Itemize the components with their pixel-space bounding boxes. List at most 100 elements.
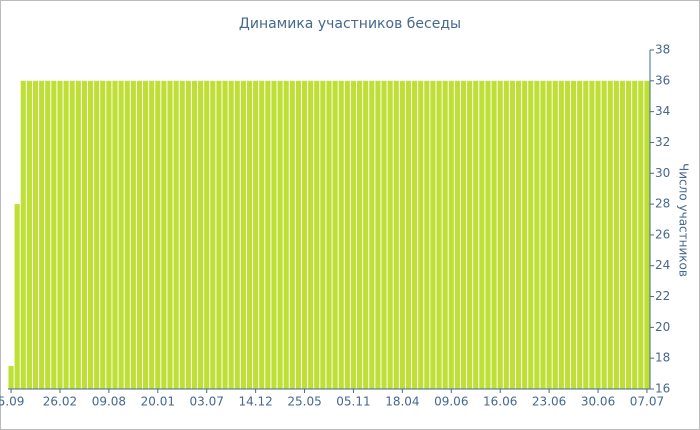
bar — [589, 80, 595, 390]
bar — [430, 80, 436, 390]
x-tick-label: 26.02 — [43, 395, 77, 409]
y-tick-label: 32 — [655, 135, 670, 149]
bar — [246, 80, 253, 390]
bar — [63, 80, 69, 390]
y-tick-label: 34 — [655, 104, 670, 118]
bar — [564, 80, 571, 390]
bar — [558, 80, 564, 390]
bar — [571, 80, 577, 390]
x-tick-label: 5.09 — [0, 395, 24, 409]
bar — [509, 80, 515, 390]
bar — [607, 80, 613, 390]
bar — [161, 80, 167, 390]
y-tick-label: 22 — [655, 289, 670, 303]
bar — [118, 80, 124, 390]
bar — [350, 80, 357, 390]
bar — [308, 80, 314, 390]
bar — [20, 80, 26, 390]
bar — [253, 80, 259, 390]
bar — [601, 80, 607, 390]
bar — [112, 80, 118, 390]
bar — [381, 80, 387, 390]
x-tick-label: 14.12 — [238, 395, 272, 409]
bar — [332, 80, 338, 390]
bar — [338, 80, 344, 390]
bar — [424, 80, 430, 390]
bar — [326, 80, 332, 390]
x-tick-label: 09.06 — [434, 395, 468, 409]
bar — [283, 80, 289, 390]
bar — [626, 80, 632, 390]
y-tick-label: 28 — [655, 197, 670, 211]
bar — [277, 80, 283, 390]
bar — [81, 80, 87, 390]
bar — [130, 80, 136, 390]
bar — [8, 365, 14, 389]
bar — [155, 80, 161, 390]
bar — [198, 80, 204, 390]
bar — [638, 80, 644, 390]
bar — [613, 80, 619, 390]
bar — [436, 80, 442, 390]
bar — [314, 80, 320, 390]
bar — [491, 80, 497, 390]
bar — [528, 80, 534, 390]
bar — [473, 80, 479, 390]
bar — [399, 80, 405, 390]
y-tick-label: 20 — [655, 320, 670, 334]
x-tick-label: 05.11 — [336, 395, 370, 409]
bar — [289, 80, 295, 390]
y-axis-label: Число участников — [677, 163, 691, 277]
bar — [412, 80, 418, 390]
bar — [100, 80, 106, 390]
bar — [485, 80, 491, 390]
bar — [320, 80, 326, 390]
bar — [75, 80, 81, 390]
bar — [167, 80, 173, 390]
bar — [14, 204, 20, 389]
bar — [442, 80, 448, 390]
bar — [503, 80, 509, 390]
bar — [467, 80, 473, 390]
bar — [39, 80, 45, 390]
x-tick-label: 03.07 — [190, 395, 224, 409]
bar — [619, 80, 626, 390]
bar — [448, 80, 454, 390]
bar — [69, 80, 75, 390]
y-tick-label: 24 — [655, 258, 670, 272]
x-tick-label: 07.07 — [630, 395, 664, 409]
bar — [106, 80, 112, 390]
bar — [179, 80, 185, 390]
bar — [210, 80, 216, 390]
x-tick-label: 30.06 — [581, 395, 615, 409]
bar — [149, 80, 155, 390]
bar — [45, 80, 51, 390]
y-tick-label: 18 — [655, 351, 670, 365]
bar — [375, 80, 381, 390]
bar — [583, 80, 589, 390]
bar — [32, 80, 39, 390]
bar — [552, 80, 558, 390]
bar — [87, 80, 94, 390]
bar — [497, 80, 503, 390]
bar — [534, 80, 540, 390]
bar — [143, 80, 149, 390]
x-tick-label: 09.08 — [92, 395, 126, 409]
x-tick-label: 20.01 — [141, 395, 175, 409]
bar — [540, 80, 546, 390]
bar — [405, 80, 412, 390]
x-tick-label: 16.06 — [483, 395, 517, 409]
bar — [240, 80, 246, 390]
bar — [136, 80, 143, 390]
bar — [94, 80, 100, 390]
bar — [173, 80, 179, 390]
x-tick-label: 18.04 — [385, 395, 419, 409]
bar — [51, 80, 57, 390]
bar — [515, 80, 522, 390]
bar — [479, 80, 485, 390]
bar — [191, 80, 198, 390]
bar — [595, 80, 601, 390]
bar — [295, 80, 301, 390]
